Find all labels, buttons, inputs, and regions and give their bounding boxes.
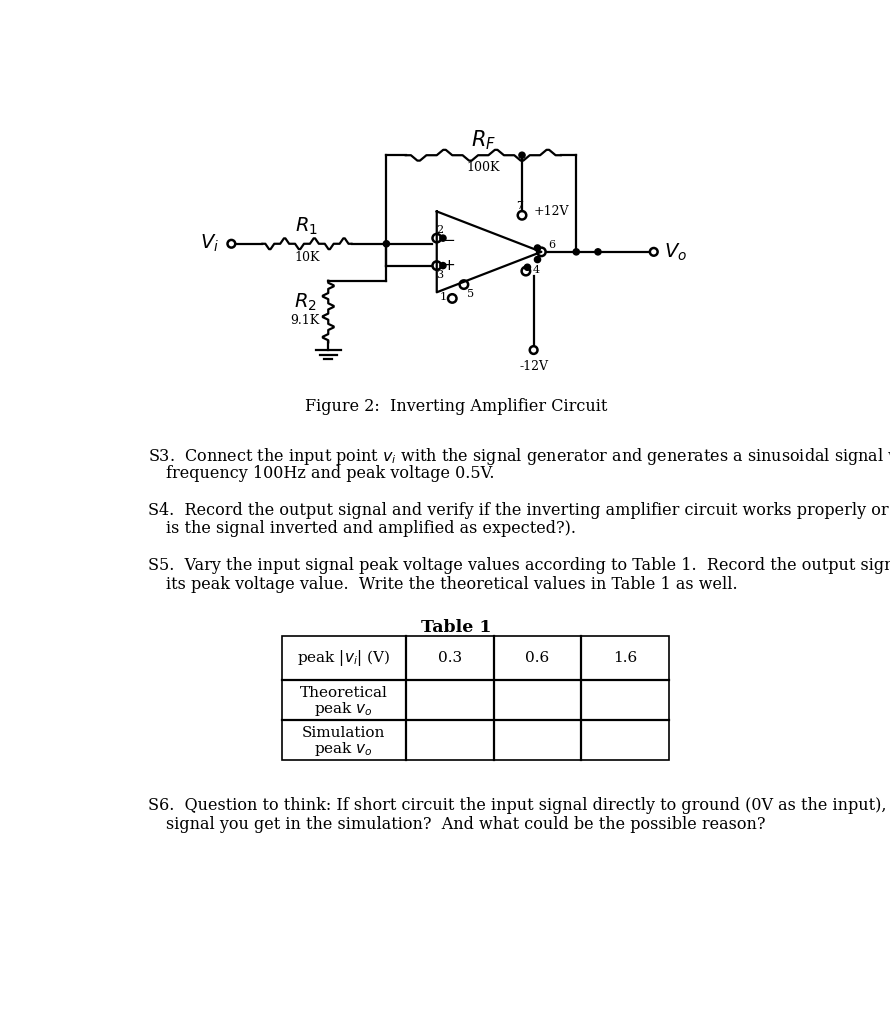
Text: S5.  Vary the input signal peak voltage values according to Table 1.  Record the: S5. Vary the input signal peak voltage v… bbox=[149, 557, 890, 574]
Circle shape bbox=[440, 262, 446, 268]
Circle shape bbox=[534, 245, 540, 251]
Text: 5: 5 bbox=[466, 289, 473, 299]
Text: 3: 3 bbox=[436, 270, 443, 280]
Circle shape bbox=[573, 249, 579, 255]
Text: peak $v_o$: peak $v_o$ bbox=[314, 740, 373, 758]
Circle shape bbox=[595, 249, 601, 255]
Text: $R_1$: $R_1$ bbox=[295, 216, 319, 238]
Text: 100K: 100K bbox=[466, 161, 500, 174]
Circle shape bbox=[534, 256, 540, 262]
Text: 2: 2 bbox=[436, 225, 443, 236]
Text: 9.1K: 9.1K bbox=[290, 314, 320, 328]
Text: S6.  Question to think: If short circuit the input signal directly to ground (0V: S6. Question to think: If short circuit … bbox=[149, 798, 890, 814]
Text: its peak voltage value.  Write the theoretical values in Table 1 as well.: its peak voltage value. Write the theore… bbox=[166, 575, 737, 593]
Circle shape bbox=[384, 241, 390, 247]
Text: S3.  Connect the input point $v_i$ with the signal generator and generates a sin: S3. Connect the input point $v_i$ with t… bbox=[149, 446, 890, 467]
Text: $+$: $+$ bbox=[441, 259, 455, 273]
Circle shape bbox=[440, 236, 446, 242]
Text: signal you get in the simulation?  And what could be the possible reason?: signal you get in the simulation? And wh… bbox=[166, 816, 765, 833]
Text: 1.6: 1.6 bbox=[613, 651, 637, 665]
Text: 0.6: 0.6 bbox=[525, 651, 550, 665]
Text: $R_2$: $R_2$ bbox=[294, 292, 317, 313]
Text: 10K: 10K bbox=[295, 251, 320, 264]
Text: 7: 7 bbox=[516, 201, 523, 211]
Text: $V_i$: $V_i$ bbox=[200, 233, 219, 254]
Text: 6: 6 bbox=[548, 240, 555, 250]
Text: 0.3: 0.3 bbox=[438, 651, 462, 665]
Text: Simulation: Simulation bbox=[302, 726, 385, 740]
Text: 1: 1 bbox=[440, 292, 447, 302]
Text: Theoretical: Theoretical bbox=[300, 686, 388, 700]
Text: $V_o$: $V_o$ bbox=[664, 242, 687, 262]
Text: $-$: $-$ bbox=[441, 231, 455, 246]
Text: -12V: -12V bbox=[519, 360, 548, 374]
Text: $R_F$: $R_F$ bbox=[471, 128, 496, 152]
Text: Table 1: Table 1 bbox=[421, 618, 491, 636]
Circle shape bbox=[519, 153, 525, 159]
Text: peak $|v_i|$ (V): peak $|v_i|$ (V) bbox=[297, 648, 391, 668]
Text: is the signal inverted and amplified as expected?).: is the signal inverted and amplified as … bbox=[166, 520, 576, 538]
Text: frequency 100Hz and peak voltage 0.5V.: frequency 100Hz and peak voltage 0.5V. bbox=[166, 465, 494, 481]
Text: peak $v_o$: peak $v_o$ bbox=[314, 699, 373, 718]
Text: +12V: +12V bbox=[534, 205, 570, 218]
Text: Figure 2:  Inverting Amplifier Circuit: Figure 2: Inverting Amplifier Circuit bbox=[305, 397, 607, 415]
Text: 4: 4 bbox=[532, 264, 539, 274]
Circle shape bbox=[524, 264, 530, 270]
Bar bbox=[282, 636, 669, 761]
Text: S4.  Record the output signal and verify if the inverting amplifier circuit work: S4. Record the output signal and verify … bbox=[149, 502, 890, 519]
